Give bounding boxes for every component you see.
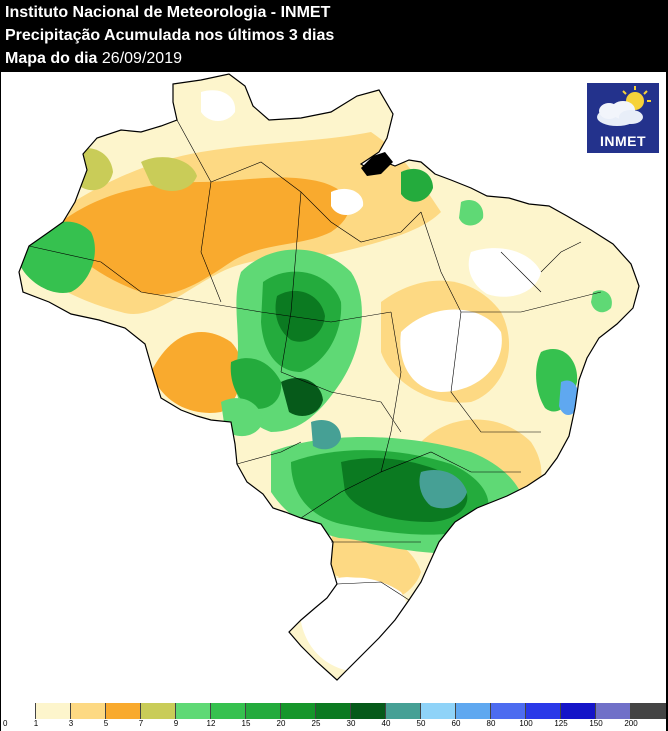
- state-borders: [28, 119, 602, 601]
- legend-swatch: [176, 703, 211, 719]
- legend-swatch: [456, 703, 491, 719]
- legend-label: 9: [173, 719, 179, 728]
- legend-swatch: [631, 703, 666, 719]
- precipitation-legend: 0 1 3 5 7 9 12 15 20 25 30 40 50 60 80 100 125 150 200: [1, 700, 666, 731]
- legend-label: 12: [206, 719, 216, 728]
- map-subtitle: Precipitação Acumulada nos últimos 3 dia…: [5, 27, 335, 44]
- legend-label: 40: [381, 719, 391, 728]
- legend-swatch: [211, 703, 246, 719]
- map-header: Instituto Nacional de Meteorologia - INM…: [0, 0, 668, 72]
- legend-swatch: [561, 703, 596, 719]
- legend-label: 7: [138, 719, 144, 728]
- legend-label: 15: [241, 719, 251, 728]
- legend-label: 200: [624, 719, 638, 728]
- legend-label: 60: [451, 719, 461, 728]
- legend-swatch: [1, 703, 36, 719]
- legend-label: 20: [276, 719, 286, 728]
- legend-label: 150: [589, 719, 603, 728]
- legend-label: 100: [519, 719, 533, 728]
- inmet-logo: INMET: [586, 82, 660, 154]
- legend-swatch: [71, 703, 106, 719]
- legend-swatch: [351, 703, 386, 719]
- legend-label: 125: [554, 719, 568, 728]
- legend-swatch: [526, 703, 561, 719]
- map-date-line: Mapa do dia 26/09/2019: [5, 49, 182, 69]
- legend-swatch: [141, 703, 176, 719]
- brazil-outline: [18, 73, 640, 681]
- legend-label: 5: [103, 719, 109, 728]
- map-date-label: Mapa do dia: [5, 50, 98, 67]
- legend-label: 25: [311, 719, 321, 728]
- legend-swatch: [106, 703, 141, 719]
- marajo-island: [361, 152, 393, 176]
- legend-label: 80: [486, 719, 496, 728]
- institute-title: Instituto Nacional de Meteorologia - INM…: [5, 4, 331, 21]
- legend-color-bar: [1, 703, 666, 719]
- inmet-logo-text: INMET: [599, 133, 647, 149]
- legend-swatch: [316, 703, 351, 719]
- map-date: 26/09/2019: [101, 50, 182, 67]
- legend-swatch: [596, 703, 631, 719]
- legend-labels: 0 1 3 5 7 9 12 15 20 25 30 40 50 60 80 100 125 150 200: [1, 719, 666, 731]
- brazil-map-svg: [1, 72, 666, 700]
- legend-swatch: [36, 703, 71, 719]
- legend-label: 30: [346, 719, 356, 728]
- precipitation-map: [1, 72, 666, 700]
- legend-swatch: [421, 703, 456, 719]
- legend-swatch: [281, 703, 316, 719]
- legend-label: 1: [33, 719, 39, 728]
- sun-cloud-icon: [597, 86, 651, 126]
- legend-label: 3: [68, 719, 74, 728]
- legend-label: 50: [416, 719, 426, 728]
- legend-label: 0: [3, 719, 8, 728]
- legend-swatch: [386, 703, 421, 719]
- legend-swatch: [246, 703, 281, 719]
- legend-swatch: [491, 703, 526, 719]
